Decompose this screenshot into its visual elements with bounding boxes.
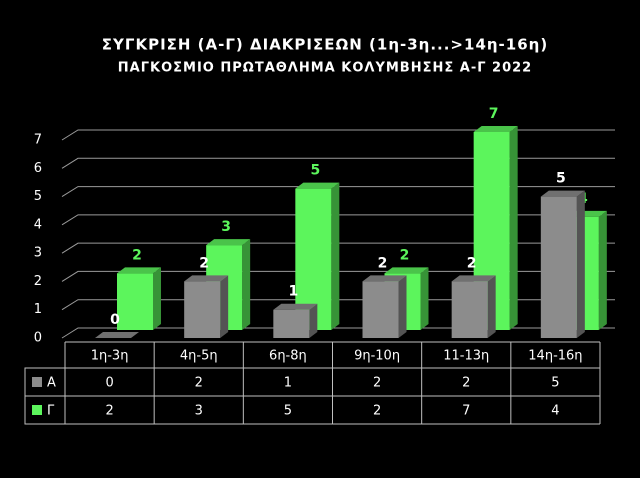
data-label: 7 xyxy=(489,106,499,122)
data-label: 2 xyxy=(400,247,410,263)
grid-line xyxy=(61,186,615,197)
table-value: 1 xyxy=(284,376,292,391)
bar-side xyxy=(576,190,585,338)
x-tick-label: 4η-5η xyxy=(180,349,218,364)
bar-top xyxy=(206,239,251,246)
table-value: 0 xyxy=(105,376,113,391)
bar xyxy=(273,303,318,338)
bar xyxy=(540,190,585,338)
table-value: 2 xyxy=(195,376,203,391)
y-tick-label: 1 xyxy=(34,302,42,317)
table-value: 3 xyxy=(195,404,203,419)
y-tick-label: 0 xyxy=(34,331,42,346)
data-label: 2 xyxy=(199,255,209,271)
bar-top xyxy=(273,303,318,310)
y-tick-label: 5 xyxy=(34,189,42,204)
table-value: 5 xyxy=(284,404,292,419)
bar-front xyxy=(273,309,310,338)
bar-top xyxy=(473,126,518,132)
bar-side xyxy=(331,182,340,330)
bar xyxy=(117,267,161,330)
bar-front xyxy=(295,188,332,330)
bar-top xyxy=(295,182,340,189)
grid-line xyxy=(61,242,615,254)
table-value: 2 xyxy=(462,376,470,391)
bar-side xyxy=(420,267,429,330)
bar-side xyxy=(509,126,518,330)
grid-line xyxy=(61,129,615,141)
data-label: 5 xyxy=(556,171,566,187)
y-tick-label: 2 xyxy=(34,274,42,289)
bar-top xyxy=(362,275,407,282)
data-label: 5 xyxy=(310,163,320,179)
bar-top xyxy=(117,267,161,274)
bar xyxy=(95,332,139,338)
bar-top xyxy=(384,267,429,274)
bar xyxy=(184,275,229,338)
table-value: 5 xyxy=(551,376,559,391)
bar-front xyxy=(540,196,577,338)
table-value: 2 xyxy=(373,376,381,391)
x-tick-label: 14η-16η xyxy=(528,349,582,364)
bar-side xyxy=(242,239,251,330)
legend-label: Α xyxy=(47,376,56,391)
bar-side xyxy=(487,275,496,338)
bar-side xyxy=(153,267,161,330)
x-tick-label: 9η-10η xyxy=(354,349,400,364)
y-tick-label: 4 xyxy=(34,217,42,232)
table-value: 7 xyxy=(462,404,470,419)
grid-line xyxy=(61,157,615,169)
bar-front xyxy=(362,281,399,338)
bar-front xyxy=(117,273,153,330)
bar-top xyxy=(95,332,139,338)
y-tick-label: 7 xyxy=(34,133,42,148)
y-tick-label: 6 xyxy=(34,161,42,176)
bar-side xyxy=(220,275,229,338)
y-tick-label: 3 xyxy=(34,246,42,261)
grid-line xyxy=(61,299,615,311)
legend-key xyxy=(32,405,42,415)
chart-title: ΣΥΓΚΡΙΣΗ (Α-Γ) ΔΙΑΚΡΙΣΕΩΝ (1η-3η...>14η-… xyxy=(102,36,548,54)
data-label: 2 xyxy=(132,247,142,263)
bar-side xyxy=(398,275,407,338)
bar-side xyxy=(309,303,318,338)
table-value: 4 xyxy=(551,404,559,419)
chart-subtitle: ΠΑΓΚΟΣΜΙΟ ΠΡΩΤΑΘΛΗΜΑ ΚΟΛΥΜΒΗΣΗΣ Α-Γ 2022 xyxy=(118,61,532,76)
grid-line xyxy=(61,214,615,226)
data-label: 2 xyxy=(467,255,477,271)
x-tick-label: 1η-3η xyxy=(91,349,129,364)
bar xyxy=(451,275,496,338)
data-label: 1 xyxy=(288,284,298,300)
data-label: 0 xyxy=(110,312,120,328)
grid-line xyxy=(61,270,615,282)
grid-line xyxy=(61,327,615,339)
legend-key xyxy=(32,377,42,387)
bar-front xyxy=(451,281,488,338)
bar-front xyxy=(184,281,221,338)
table-value: 2 xyxy=(373,404,381,419)
bar-top xyxy=(451,275,496,282)
table-value: 2 xyxy=(105,404,113,419)
bar-side xyxy=(598,210,607,330)
data-label: 3 xyxy=(221,219,231,235)
bar xyxy=(362,275,407,338)
x-tick-label: 11-13η xyxy=(443,349,489,364)
data-label: 2 xyxy=(378,255,388,271)
x-tick-label: 6η-8η xyxy=(269,349,307,364)
bar xyxy=(295,182,340,330)
legend-label: Γ xyxy=(47,404,55,419)
bar-top xyxy=(540,190,585,197)
bar-top xyxy=(184,275,229,282)
